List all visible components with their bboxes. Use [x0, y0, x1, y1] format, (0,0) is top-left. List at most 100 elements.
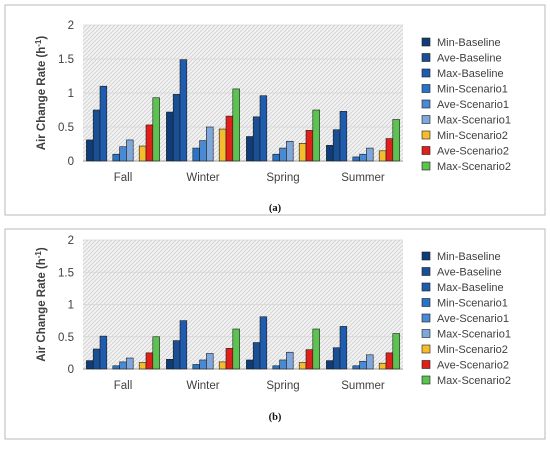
bar-ave-baseline-winter [172, 94, 181, 162]
legend-label: Ave-Scenario1 [437, 99, 509, 111]
bar-ave-baseline-fall [92, 348, 101, 370]
legend-swatch [421, 251, 431, 261]
bar-max-baseline-spring [259, 95, 268, 162]
legend-label: Max-Scenario2 [437, 161, 511, 173]
y-tick-label: 1.5 [58, 267, 74, 279]
legend-label: Max-Scenario2 [437, 375, 511, 387]
legend-label: Min-Scenario1 [437, 298, 508, 310]
y-axis-label-suffix: ) [36, 36, 48, 40]
bar-ave-scenario2-spring [305, 349, 314, 370]
bar-max-scenario1-spring [286, 351, 294, 370]
bar-min-baseline-fall [86, 360, 94, 370]
bar-ave-scenario1-fall [119, 361, 127, 370]
bar-min-baseline-winter [166, 111, 174, 162]
bar-ave-scenario2-summer [385, 138, 394, 162]
bar-ave-scenario1-spring [279, 359, 287, 370]
bar-ave-scenario1-fall [119, 146, 127, 162]
bar-max-scenario1-summer [366, 147, 374, 162]
legend-label: Min-Baseline [437, 251, 501, 263]
x-tick-label: Spring [266, 172, 299, 184]
bar-max-scenario2-summer [392, 333, 400, 370]
legend-swatch [421, 99, 431, 109]
bar-min-baseline-summer [326, 145, 334, 162]
bar-ave-scenario2-fall [145, 124, 154, 162]
bar-min-scenario2-summer [378, 362, 387, 370]
bar-min-scenario1-spring [272, 365, 280, 370]
bar-min-scenario2-fall [138, 145, 147, 162]
figure-caption: (a) [269, 203, 282, 214]
bar-ave-scenario1-spring [279, 147, 287, 162]
bar-max-scenario1-fall [126, 357, 134, 370]
y-tick-label: 1 [68, 88, 74, 100]
bar-max-scenario2-spring [312, 109, 320, 162]
figure-caption: (b) [269, 412, 282, 423]
y-axis-label-superscript: -1 [34, 251, 43, 259]
legend-label: Max-Scenario1 [437, 329, 511, 341]
legend-label: Ave-Baseline [437, 53, 502, 65]
bar-min-baseline-spring [246, 359, 254, 370]
bar-ave-baseline-summer [332, 347, 341, 370]
bar-max-baseline-spring [259, 316, 268, 370]
y-axis-label-text: Air Change Rate (h [36, 47, 48, 151]
legend-swatch [421, 344, 431, 354]
x-tick-label: Summer [341, 380, 385, 392]
legend-swatch [421, 161, 431, 171]
bar-max-scenario2-fall [152, 336, 160, 370]
bar-max-baseline-fall [99, 85, 108, 162]
bar-ave-scenario2-summer [385, 352, 394, 370]
legend-label: Ave-Baseline [437, 267, 502, 279]
x-tick-label: Winter [186, 380, 219, 392]
legend-swatch [421, 115, 431, 124]
legend-swatch [421, 84, 431, 93]
bar-ave-baseline-summer [332, 129, 341, 162]
legend-label: Min-Scenario1 [437, 84, 508, 96]
legend-label: Min-Scenario2 [437, 130, 508, 142]
bar-min-scenario1-winter [192, 364, 200, 370]
bar-ave-baseline-fall [92, 109, 101, 162]
legend-label: Max-Baseline [437, 68, 504, 80]
bar-ave-baseline-winter [172, 340, 181, 370]
bar-min-scenario1-spring [272, 153, 280, 162]
bar-max-baseline-winter [179, 59, 188, 162]
bar-min-scenario2-winter [218, 361, 227, 370]
bar-min-scenario2-spring [298, 143, 307, 162]
bar-min-scenario2-winter [218, 128, 227, 162]
y-axis-label: Air Change Rate (h-1) [34, 36, 49, 151]
bar-max-scenario2-winter [232, 328, 240, 370]
bar-max-scenario1-fall [126, 139, 134, 162]
bar-ave-baseline-spring [252, 342, 261, 370]
bar-max-scenario2-winter [232, 88, 240, 162]
legend-label: Ave-Scenario2 [437, 146, 509, 158]
y-axis-label-superscript: -1 [34, 39, 43, 47]
y-tick-label: 1.5 [58, 54, 74, 66]
y-tick-label: 1 [68, 300, 74, 312]
bar-max-scenario1-winter [206, 353, 214, 370]
bar-min-scenario2-spring [298, 362, 307, 370]
bar-ave-scenario2-winter [225, 348, 234, 370]
legend-swatch [421, 375, 431, 385]
legend-swatch [421, 146, 431, 155]
x-tick-label: Fall [114, 172, 133, 184]
bar-max-scenario1-winter [206, 126, 214, 162]
legend-swatch [421, 282, 431, 292]
chart-panel-2: 0 0.5 1 1.5 2 Air Change Rate (h-1) Fall Winter… [4, 228, 546, 440]
y-tick-label: 0.5 [58, 332, 74, 344]
legend-swatch [421, 298, 431, 307]
y-tick-label: 2 [68, 235, 74, 247]
x-tick-label: Winter [186, 172, 219, 184]
bar-min-scenario1-fall [112, 153, 120, 162]
bar-min-baseline-winter [166, 359, 174, 370]
bar-max-baseline-summer [339, 111, 348, 162]
bar-ave-scenario2-winter [225, 115, 234, 162]
legend-swatch [421, 37, 431, 47]
legend-label: Ave-Scenario2 [437, 360, 509, 372]
bar-ave-baseline-spring [252, 116, 261, 162]
x-tick-label: Summer [341, 172, 385, 184]
bar-ave-scenario1-winter [199, 359, 207, 370]
y-tick-label: 2 [68, 20, 74, 32]
bar-max-baseline-fall [99, 335, 108, 370]
bar-max-scenario1-summer [366, 354, 374, 370]
legend-label: Max-Scenario1 [437, 115, 511, 127]
